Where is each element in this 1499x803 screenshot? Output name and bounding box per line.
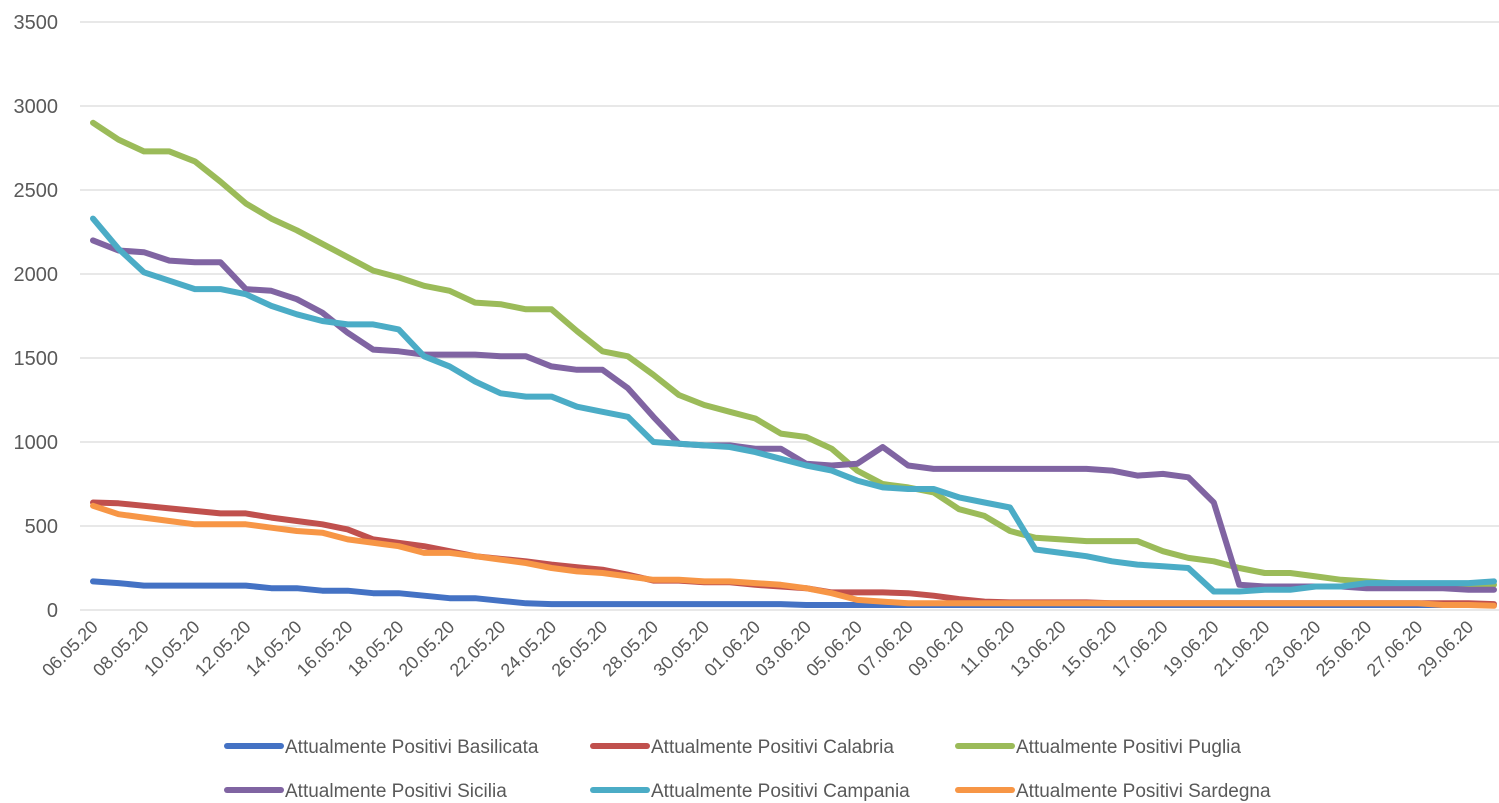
series-line-4 — [90, 237, 1497, 593]
y-tick-label: 1500 — [14, 348, 59, 370]
series-line-6 — [90, 502, 1497, 609]
y-tick-label: 500 — [25, 516, 58, 538]
legend-label-4: Attualmente Positivi Sicilia — [285, 781, 507, 802]
legend-label-6: Attualmente Positivi Sardegna — [1016, 781, 1271, 802]
x-tick-label: 29.06.20 — [1414, 617, 1478, 681]
legend-label-1: Attualmente Positivi Basilicata — [285, 737, 539, 758]
y-tick-label: 0 — [47, 600, 58, 622]
legend-label-2: Attualmente Positivi Calabria — [651, 737, 894, 758]
series-line-5 — [90, 215, 1497, 595]
x-tick-label: 08.05.20 — [89, 617, 153, 681]
series-line-3 — [90, 119, 1497, 588]
y-tick-label: 2500 — [14, 180, 59, 202]
series-lines — [90, 119, 1497, 609]
y-tick-label: 2000 — [14, 264, 59, 286]
y-tick-label: 3000 — [14, 96, 59, 118]
legend-label-5: Attualmente Positivi Campania — [651, 781, 910, 802]
y-axis: 0 500 1000 1500 2000 2500 3000 3500 — [14, 12, 59, 622]
y-tick-label: 3500 — [14, 12, 59, 34]
y-tick-label: 1000 — [14, 432, 59, 454]
legend-label-3: Attualmente Positivi Puglia — [1016, 737, 1241, 758]
x-tick-label: 09.06.20 — [904, 617, 968, 681]
x-axis: 06.05.2008.05.2010.05.2012.05.2014.05.20… — [38, 617, 1477, 681]
legend: Attualmente Positivi Basilicata Attualmen… — [224, 737, 1271, 802]
